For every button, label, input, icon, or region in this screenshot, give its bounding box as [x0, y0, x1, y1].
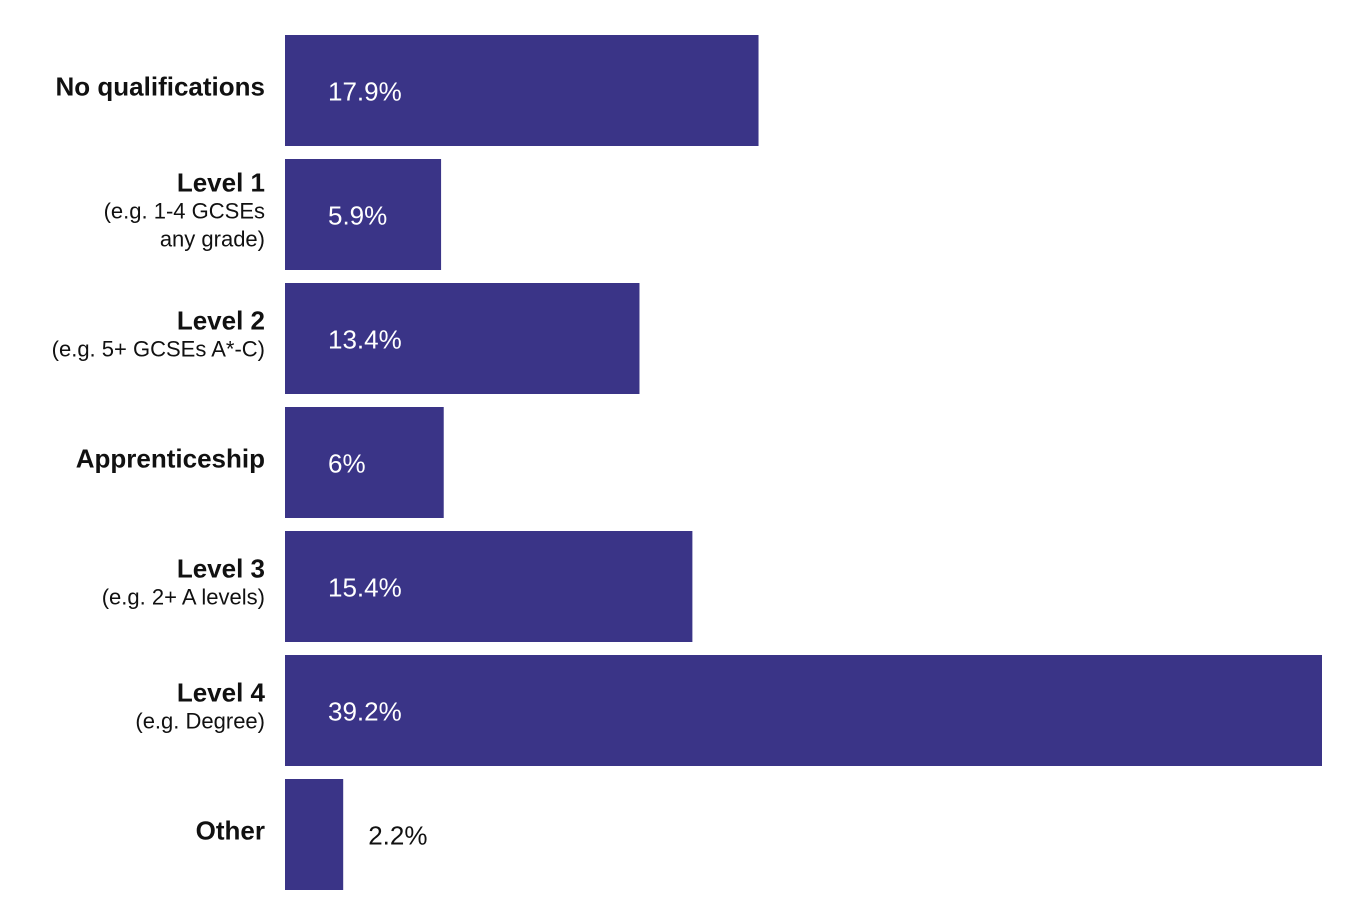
value-label: 13.4% — [328, 324, 402, 354]
value-label: 6% — [328, 448, 366, 478]
value-label: 17.9% — [328, 76, 402, 106]
category-note: (e.g. 5+ GCSEs A*-C) — [52, 336, 265, 361]
bar — [285, 35, 759, 146]
category-label: Level 3 — [177, 553, 265, 583]
category-note: (e.g. Degree) — [135, 708, 265, 733]
value-label: 5.9% — [328, 200, 387, 230]
category-label: Level 2 — [177, 305, 265, 335]
value-label: 2.2% — [368, 820, 427, 850]
bar — [285, 407, 444, 518]
category-label: Apprenticeship — [76, 443, 265, 473]
bar — [285, 159, 442, 270]
category-note: (e.g. 2+ A levels) — [102, 584, 265, 609]
category-note: (e.g. 1-4 GCSEs — [104, 198, 265, 223]
category-note: any grade) — [160, 226, 265, 251]
bar — [285, 779, 344, 890]
category-label: Level 1 — [177, 167, 265, 197]
bar — [285, 283, 640, 394]
value-label: 39.2% — [328, 696, 402, 726]
category-label: No qualifications — [56, 71, 265, 101]
category-label: Level 4 — [177, 677, 266, 707]
value-label: 15.4% — [328, 572, 402, 602]
category-label: Other — [196, 815, 265, 845]
bar — [285, 655, 1322, 766]
bar — [285, 531, 693, 642]
